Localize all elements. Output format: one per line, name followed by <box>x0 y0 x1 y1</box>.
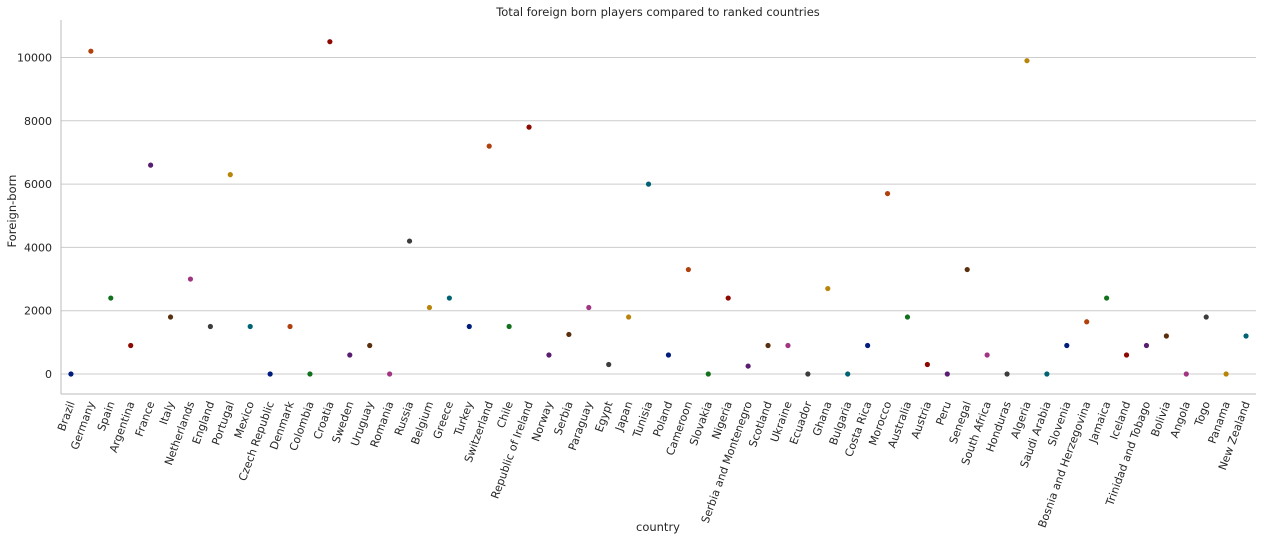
y-tick-label: 6000 <box>24 178 52 191</box>
data-point <box>1104 295 1110 301</box>
data-point <box>1044 371 1050 377</box>
data-point <box>1004 371 1010 377</box>
data-point <box>825 285 831 292</box>
data-point <box>466 323 472 330</box>
data-point <box>108 295 114 301</box>
data-point <box>865 342 871 349</box>
data-point <box>626 314 632 320</box>
data-point <box>765 342 771 349</box>
data-point <box>347 352 353 358</box>
data-point <box>267 371 273 377</box>
data-point <box>128 342 134 349</box>
data-point <box>845 371 851 377</box>
data-point <box>1024 58 1030 64</box>
data-point <box>486 143 492 149</box>
x-tick-label: Italy <box>157 399 178 426</box>
data-point <box>1163 333 1169 339</box>
data-point <box>566 331 572 338</box>
data-point <box>685 266 691 273</box>
data-point <box>526 124 532 130</box>
x-tick-label: Togo <box>1192 399 1213 428</box>
data-point <box>805 371 811 377</box>
x-tick-label: Republic of Ireland <box>489 400 536 501</box>
data-point <box>387 371 393 377</box>
data-point <box>207 323 213 330</box>
data-point <box>1183 371 1189 377</box>
data-point <box>406 238 413 244</box>
data-points <box>68 39 1249 377</box>
x-axis-label: country <box>636 520 680 534</box>
data-point <box>1084 319 1090 325</box>
data-point <box>924 361 930 368</box>
data-point <box>1143 342 1150 349</box>
data-point <box>446 295 452 301</box>
y-tick-label: 0 <box>45 368 52 381</box>
data-point <box>426 304 433 311</box>
data-point <box>187 276 194 282</box>
y-axis-label: Foreign-born <box>5 175 19 248</box>
data-point <box>1243 333 1249 339</box>
data-point <box>745 363 751 369</box>
data-point <box>665 352 672 358</box>
data-point <box>88 48 94 54</box>
y-tick-label: 4000 <box>24 241 52 254</box>
data-point <box>327 39 333 45</box>
data-point <box>884 190 891 197</box>
chart-title: Total foreign born players compared to r… <box>495 5 820 19</box>
data-point <box>984 352 990 358</box>
data-point <box>1203 314 1209 320</box>
data-point <box>287 323 293 330</box>
gridlines <box>61 57 1256 375</box>
data-point <box>307 371 313 377</box>
y-tick-label: 8000 <box>24 115 52 128</box>
y-axis: 0 2000 4000 6000 8000 10000 <box>17 20 62 394</box>
y-tick-label: 2000 <box>24 305 52 318</box>
data-point <box>645 181 652 187</box>
data-point <box>227 172 233 178</box>
data-point <box>904 314 911 320</box>
data-point <box>944 371 950 377</box>
data-point <box>1223 371 1229 377</box>
data-point <box>705 371 711 377</box>
data-point <box>148 162 154 168</box>
data-point <box>964 266 970 273</box>
data-point <box>167 314 174 320</box>
data-point <box>606 361 612 368</box>
data-point <box>68 371 74 377</box>
data-point <box>546 352 552 358</box>
data-point <box>1064 342 1070 349</box>
data-point <box>785 342 791 349</box>
data-point <box>247 323 253 330</box>
data-point <box>725 295 731 301</box>
data-point <box>367 342 373 349</box>
data-point <box>1123 352 1130 358</box>
x-tick-label: Chile <box>494 399 516 430</box>
y-tick-label: 10000 <box>17 52 52 65</box>
data-point <box>586 304 592 311</box>
data-point <box>506 323 512 330</box>
x-tick-label: Peru <box>934 400 955 427</box>
